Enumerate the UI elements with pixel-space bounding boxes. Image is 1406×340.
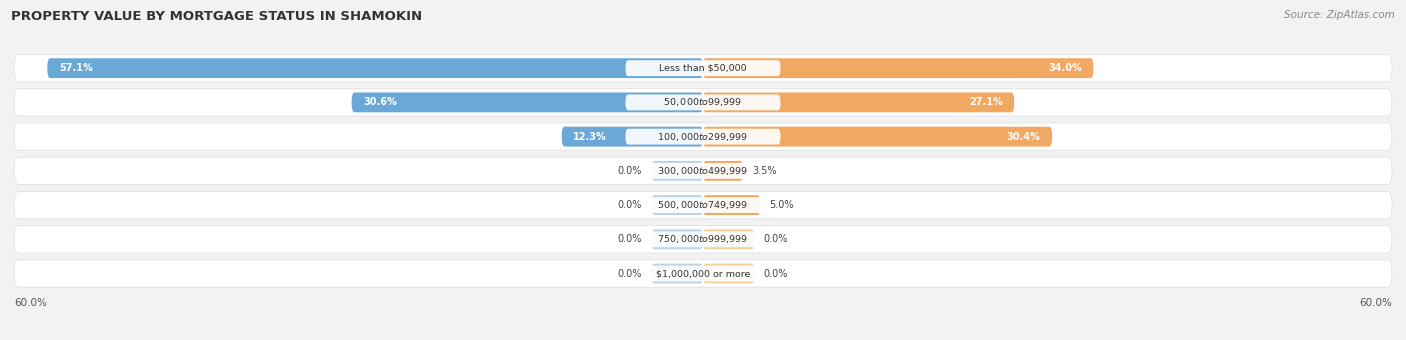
FancyBboxPatch shape: [703, 127, 1052, 147]
FancyBboxPatch shape: [14, 260, 1392, 287]
FancyBboxPatch shape: [562, 127, 703, 147]
Text: $50,000 to $99,999: $50,000 to $99,999: [664, 97, 742, 108]
FancyBboxPatch shape: [14, 157, 1392, 185]
Text: 30.6%: 30.6%: [363, 97, 396, 107]
FancyBboxPatch shape: [651, 195, 703, 215]
Text: 0.0%: 0.0%: [763, 234, 789, 244]
Text: 12.3%: 12.3%: [574, 132, 607, 142]
Text: 57.1%: 57.1%: [59, 63, 93, 73]
Text: 30.4%: 30.4%: [1007, 132, 1040, 142]
Text: Source: ZipAtlas.com: Source: ZipAtlas.com: [1284, 10, 1395, 20]
Text: 5.0%: 5.0%: [769, 200, 794, 210]
Text: 0.0%: 0.0%: [617, 234, 643, 244]
FancyBboxPatch shape: [703, 195, 761, 215]
Text: 0.0%: 0.0%: [617, 269, 643, 278]
Text: $500,000 to $749,999: $500,000 to $749,999: [658, 199, 748, 211]
FancyBboxPatch shape: [626, 163, 780, 179]
FancyBboxPatch shape: [14, 54, 1392, 82]
FancyBboxPatch shape: [703, 58, 1094, 78]
Text: PROPERTY VALUE BY MORTGAGE STATUS IN SHAMOKIN: PROPERTY VALUE BY MORTGAGE STATUS IN SHA…: [11, 10, 422, 23]
Text: 60.0%: 60.0%: [1360, 298, 1392, 308]
FancyBboxPatch shape: [626, 95, 780, 110]
FancyBboxPatch shape: [651, 230, 703, 249]
Text: $750,000 to $999,999: $750,000 to $999,999: [658, 233, 748, 245]
Text: 0.0%: 0.0%: [617, 166, 643, 176]
FancyBboxPatch shape: [626, 197, 780, 213]
Text: 60.0%: 60.0%: [14, 298, 46, 308]
FancyBboxPatch shape: [352, 92, 703, 112]
Text: $300,000 to $499,999: $300,000 to $499,999: [658, 165, 748, 177]
FancyBboxPatch shape: [703, 230, 755, 249]
FancyBboxPatch shape: [651, 264, 703, 284]
Text: $1,000,000 or more: $1,000,000 or more: [655, 269, 751, 278]
Text: 0.0%: 0.0%: [763, 269, 789, 278]
FancyBboxPatch shape: [703, 161, 744, 181]
FancyBboxPatch shape: [703, 92, 1014, 112]
FancyBboxPatch shape: [651, 161, 703, 181]
FancyBboxPatch shape: [703, 264, 755, 284]
Text: 27.1%: 27.1%: [969, 97, 1002, 107]
FancyBboxPatch shape: [626, 60, 780, 76]
FancyBboxPatch shape: [14, 89, 1392, 116]
Text: 34.0%: 34.0%: [1047, 63, 1083, 73]
Text: 3.5%: 3.5%: [752, 166, 778, 176]
FancyBboxPatch shape: [48, 58, 703, 78]
FancyBboxPatch shape: [14, 123, 1392, 150]
Text: Less than $50,000: Less than $50,000: [659, 64, 747, 73]
Text: 0.0%: 0.0%: [617, 200, 643, 210]
FancyBboxPatch shape: [14, 191, 1392, 219]
FancyBboxPatch shape: [626, 129, 780, 144]
FancyBboxPatch shape: [626, 231, 780, 247]
FancyBboxPatch shape: [626, 266, 780, 282]
Text: $100,000 to $299,999: $100,000 to $299,999: [658, 131, 748, 143]
FancyBboxPatch shape: [14, 226, 1392, 253]
